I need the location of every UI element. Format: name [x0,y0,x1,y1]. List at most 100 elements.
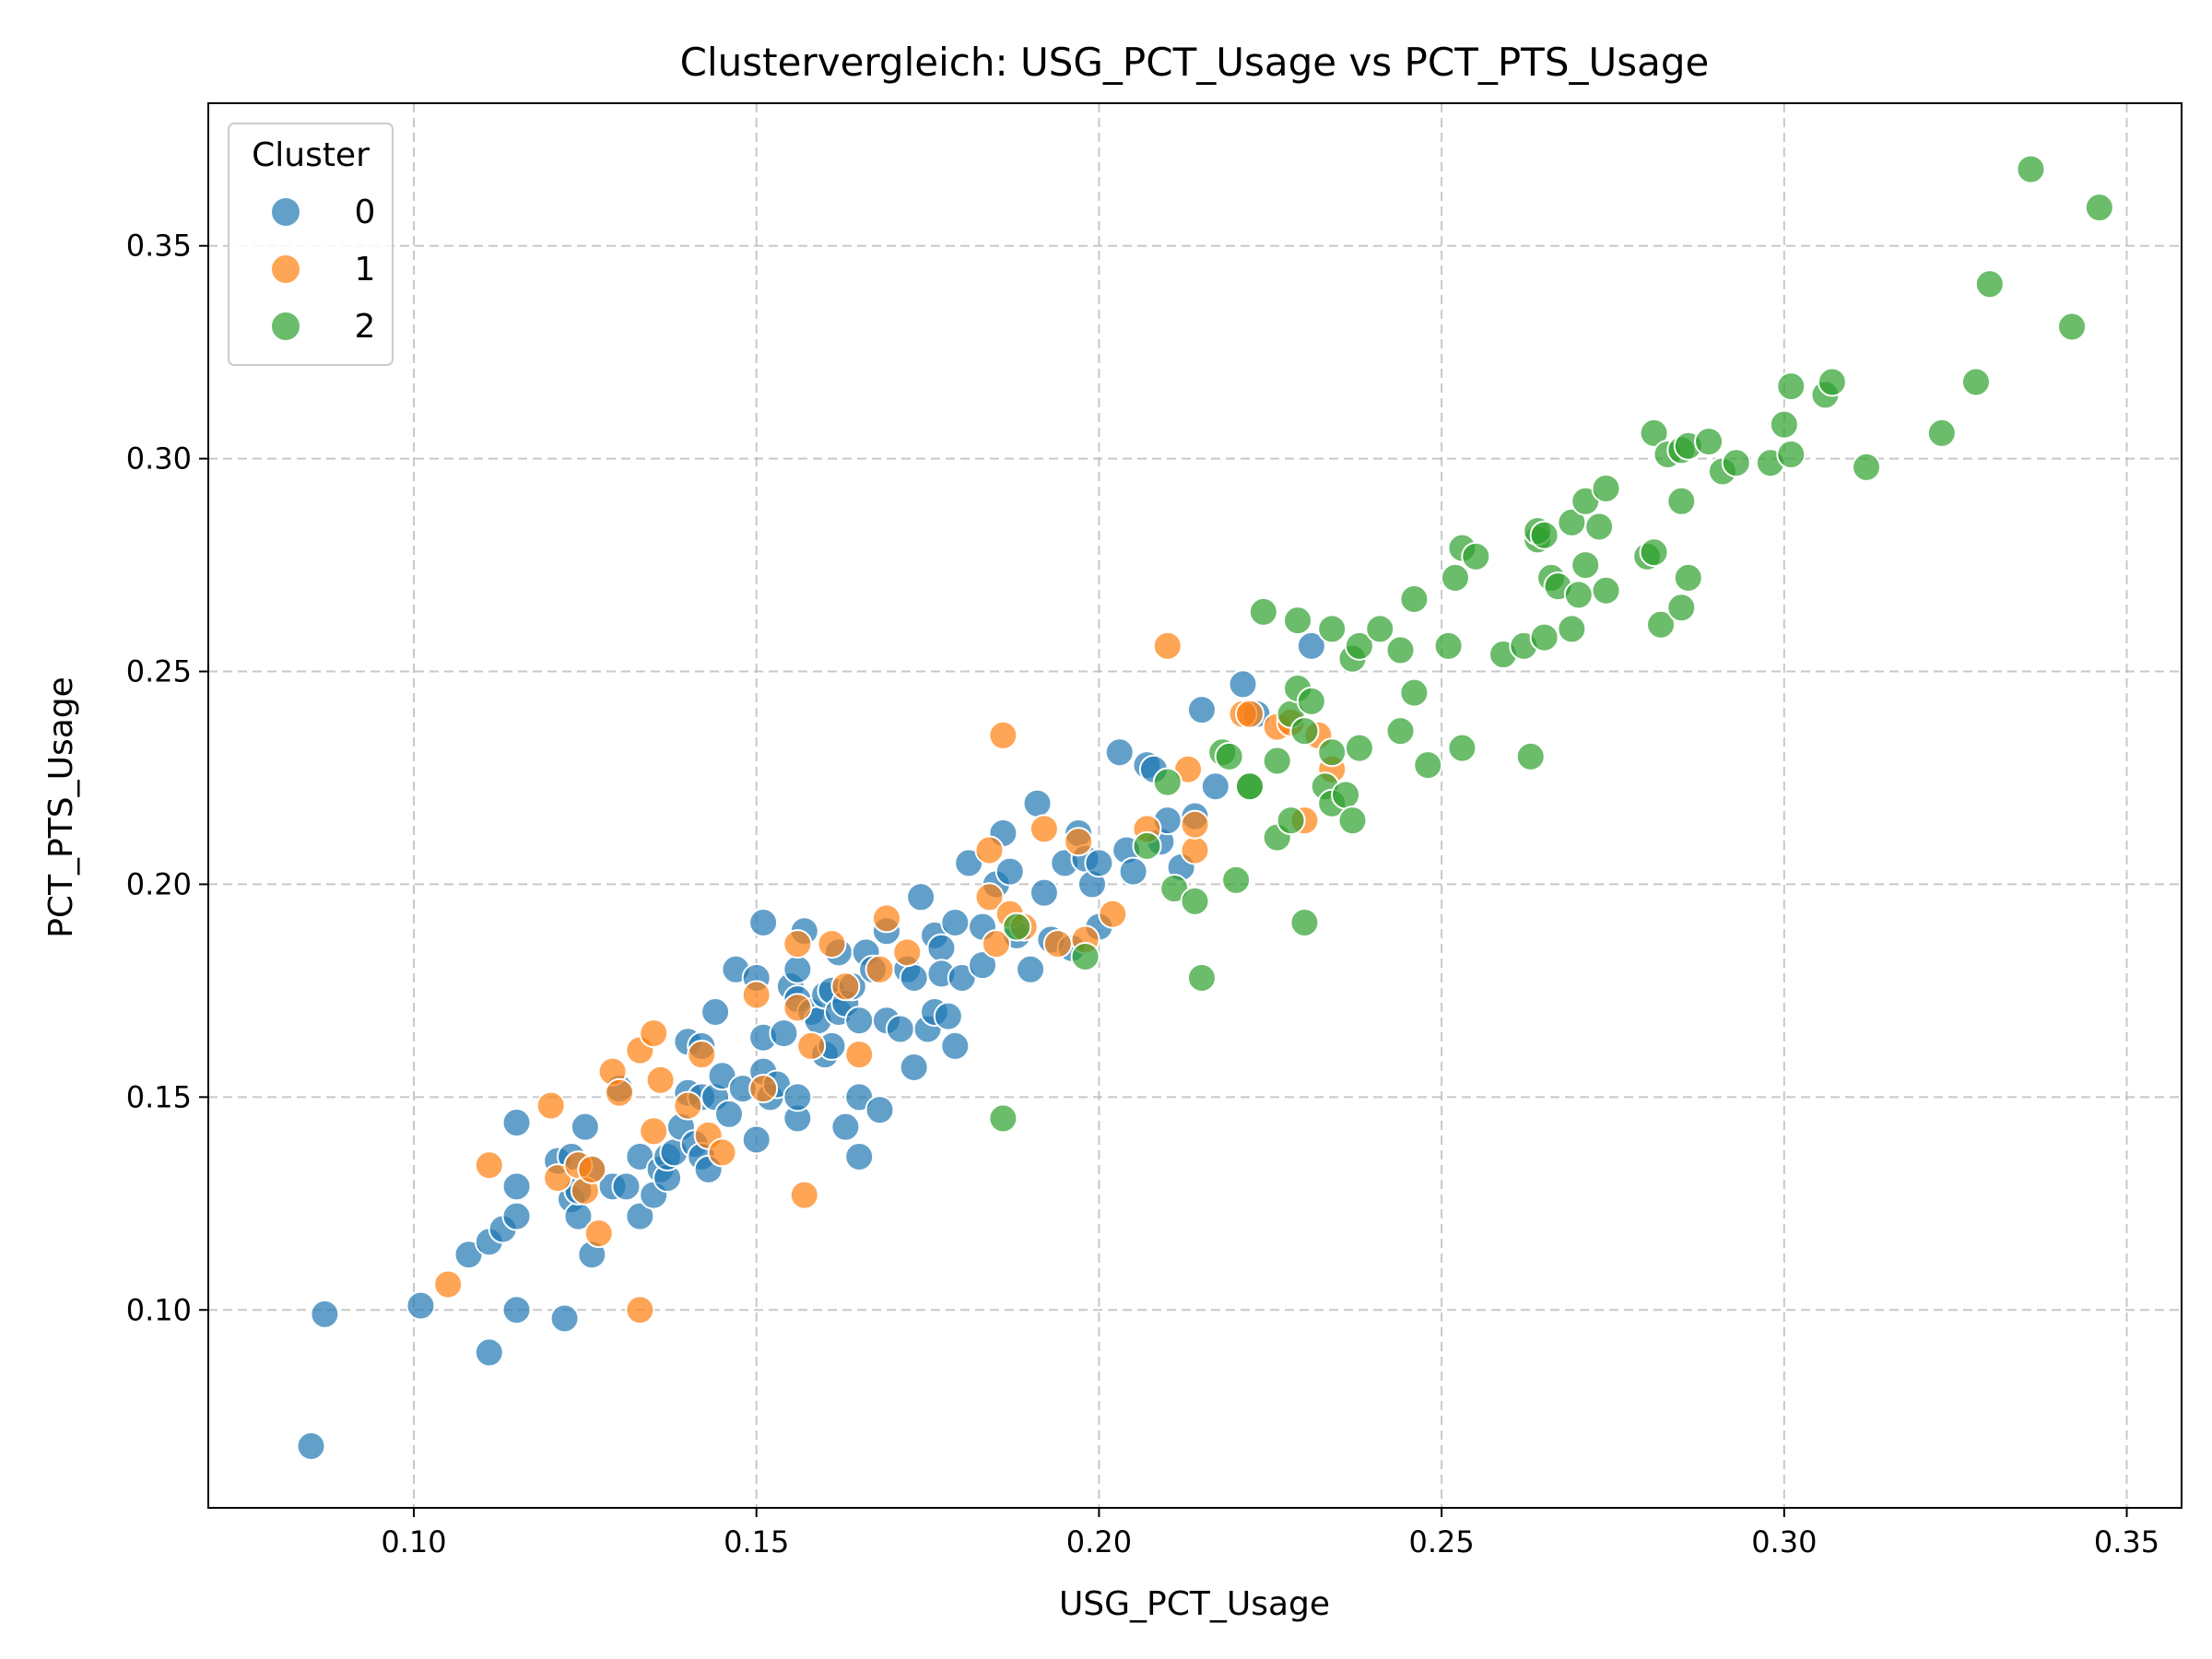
data-point [639,1116,669,1147]
data-point [1029,877,1059,908]
data-point [1022,788,1053,818]
data-point [1002,912,1032,942]
data-point [1296,630,1326,661]
data-points [296,154,2114,1462]
legend-marker [270,253,301,285]
plot-frame [207,102,2183,1509]
data-point [865,1095,895,1125]
data-point [611,1171,641,1202]
data-point [501,1201,532,1231]
data-point [310,1299,340,1329]
data-point [830,971,861,1002]
data-point [1098,899,1128,929]
data-point [1344,630,1374,661]
x-tick-label: 0.15 [724,1524,789,1559]
data-point [1591,473,1621,503]
data-point [645,1065,676,1095]
data-point [1529,622,1559,653]
data-point [2057,312,2088,342]
data-point [988,720,1018,750]
data-point [1228,669,1258,700]
data-point [1639,418,1669,448]
data-point [1296,686,1326,716]
data-point [1399,677,1430,708]
data-point [501,1295,532,1325]
data-point [474,1337,504,1368]
data-point [1180,835,1210,865]
data-point [933,1001,963,1031]
data-point [1152,767,1182,797]
series-2 [988,154,2114,1134]
data-point [968,950,998,981]
data-point [1817,367,1847,397]
data-point [940,908,971,937]
data-point [1591,575,1621,606]
data-point [865,954,895,984]
data-point [1221,865,1252,895]
data-point [1776,440,1806,469]
data-point [2084,193,2114,223]
data-point [1180,809,1210,840]
data-point [1447,733,1477,763]
y-tick-label: 0.10 [126,1292,192,1327]
data-point [1571,550,1601,581]
data-point [1646,609,1677,640]
data-point [892,937,923,968]
data-point [501,1171,532,1202]
data-point [1186,695,1217,725]
data-point [1331,780,1361,810]
data-point [830,1112,861,1142]
legend-marker [270,196,301,228]
y-tick-label: 0.20 [126,866,192,901]
data-point [1385,635,1416,665]
data-point [673,1090,703,1121]
data-point [1529,520,1559,550]
data-point [994,856,1025,887]
data-point [1317,737,1347,768]
data-point [789,1180,819,1210]
data-point [1180,886,1210,916]
data-point [1070,941,1100,971]
data-point [1064,827,1094,857]
data-point [796,1030,827,1061]
data-point [1104,737,1135,768]
data-point [474,1150,504,1181]
data-point [988,1103,1018,1134]
data-point [1960,367,1991,397]
data-point [974,882,1005,912]
data-point [1666,486,1697,516]
data-point [748,1074,779,1104]
data-point [1639,537,1669,568]
data-point [844,1142,875,1171]
data-point [549,1303,580,1334]
data-point [625,1295,655,1325]
data-point [570,1112,600,1142]
data-point [1118,856,1148,887]
x-axis-label: USG_PCT_Usage [1059,1585,1330,1623]
data-point [1852,452,1882,482]
data-point [700,996,731,1027]
data-point [1337,806,1368,836]
data-point [1289,908,1320,937]
data-point [535,1090,566,1121]
data-point [1974,269,2005,300]
axis-ticks: 0.10 0.15 0.20 0.25 0.30 0.35 0.10 0.15 0.20 0.25… [126,229,2159,1559]
data-point [1694,427,1724,457]
data-point [782,1082,813,1112]
data-point [817,929,847,959]
data-point [577,1154,607,1184]
x-tick-label: 0.35 [2094,1524,2159,1559]
data-point [1152,630,1182,661]
data-point [1029,814,1059,844]
data-point [899,963,929,994]
data-point [1084,848,1114,878]
y-tick-label: 0.15 [126,1079,192,1114]
data-point [1186,963,1217,994]
data-point [687,1040,717,1070]
data-point [974,835,1005,865]
data-point [1461,541,1491,571]
x-tick-label: 0.10 [381,1524,446,1559]
data-point [782,993,813,1023]
data-point [1399,584,1430,615]
